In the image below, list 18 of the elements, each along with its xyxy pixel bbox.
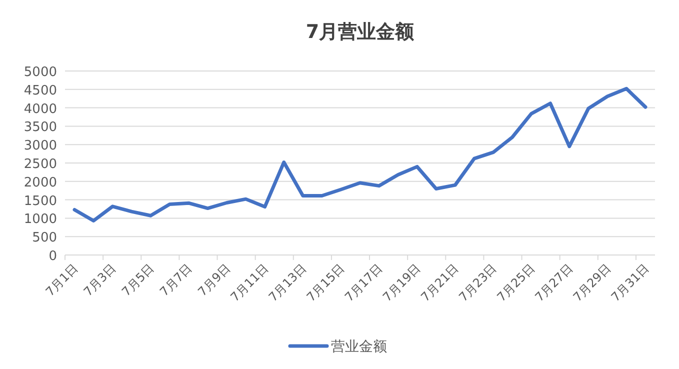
y-tick-label: 3500 — [24, 120, 57, 136]
y-tick-label: 4500 — [24, 83, 57, 98]
y-tick-label: 2000 — [24, 175, 57, 190]
y-tick-label: 0 — [48, 249, 57, 264]
chart-title: 7月营业金额 — [306, 21, 416, 43]
y-tick-label: 4000 — [24, 102, 57, 117]
x-tick-label: 7月7日 — [157, 261, 195, 299]
y-tick-label: 1500 — [24, 194, 57, 209]
legend-label: 营业金额 — [331, 339, 387, 355]
y-tick-label: 5000 — [24, 65, 57, 80]
y-tick-label: 2500 — [24, 157, 57, 172]
y-tick-label: 1000 — [24, 212, 57, 228]
x-tick-label: 7月5日 — [119, 261, 157, 299]
x-tick-label: 7月1日 — [42, 261, 81, 299]
line-series — [72, 86, 648, 223]
y-tick-label: 500 — [32, 230, 57, 246]
y-tick-label: 3000 — [24, 138, 57, 154]
x-tick-label: 7月3日 — [81, 261, 119, 299]
